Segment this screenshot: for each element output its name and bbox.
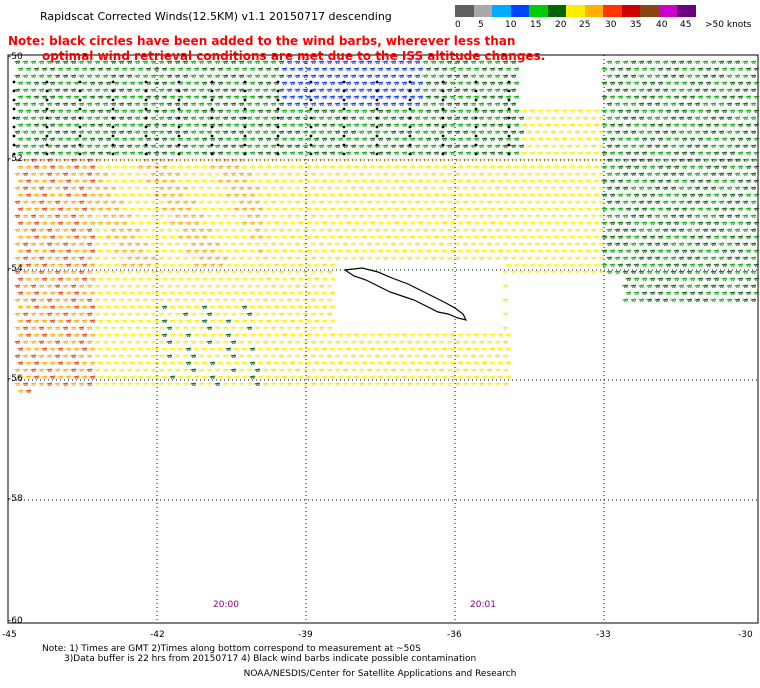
- scale-swatch: [566, 5, 585, 17]
- wind-barb-swath: [12, 60, 760, 394]
- scale-label: 40: [656, 20, 668, 30]
- lat-lon-grid: [8, 55, 758, 623]
- scale-label: 15: [530, 20, 542, 30]
- scale-swatch: [529, 5, 548, 17]
- map-title: Rapidscat Corrected Winds(12.5KM) v1.1 2…: [40, 10, 392, 23]
- scale-swatch: [510, 5, 529, 17]
- scale-label: 35: [630, 20, 642, 30]
- map-frame: [7, 54, 759, 624]
- note-line-2: optimal wind retrieval conditions are me…: [42, 49, 546, 63]
- scale-swatch: [473, 5, 492, 17]
- warning-note: Note: black circles have been added to t…: [8, 34, 545, 64]
- scale-swatch: [677, 5, 696, 17]
- color-scale-labels: 0 5 10 15 20 25 30 35 40 45 >50 knots: [455, 20, 752, 34]
- footnote: Note: 1) Times are GMT 2)Times along bot…: [42, 644, 476, 664]
- scale-label: 45: [680, 20, 692, 30]
- footnote-line-2: 3)Data buffer is 22 hrs from 20150717 4)…: [64, 654, 477, 664]
- scale-swatch: [658, 5, 677, 17]
- scale-swatch: [584, 5, 603, 17]
- wind-speed-color-scale: 0 5 10 15 20 25 30 35 40 45 >50 knots: [455, 5, 752, 34]
- scale-label: 0: [455, 20, 461, 30]
- scale-label: 20: [555, 20, 567, 30]
- scale-label: 5: [478, 20, 484, 30]
- south-georgia-island: [343, 267, 468, 321]
- map-frame-bg: [8, 55, 758, 623]
- scale-label: 10: [505, 20, 517, 30]
- note-line-1: Note: black circles have been added to t…: [8, 34, 516, 48]
- scale-swatch: [603, 5, 622, 17]
- scale-label: 25: [579, 20, 591, 30]
- scale-swatch: [640, 5, 659, 17]
- scale-swatch: [492, 5, 511, 17]
- scale-swatch: [621, 5, 640, 17]
- scale-label: 30: [605, 20, 617, 30]
- scale-label: >50 knots: [705, 20, 752, 30]
- footnote-line-1: Note: 1) Times are GMT 2)Times along bot…: [42, 644, 421, 654]
- scale-swatch: [455, 5, 474, 17]
- color-scale-bar: [455, 5, 696, 17]
- scale-swatch: [547, 5, 566, 17]
- credit-line: NOAA/NESDIS/Center for Satellite Applica…: [243, 669, 517, 679]
